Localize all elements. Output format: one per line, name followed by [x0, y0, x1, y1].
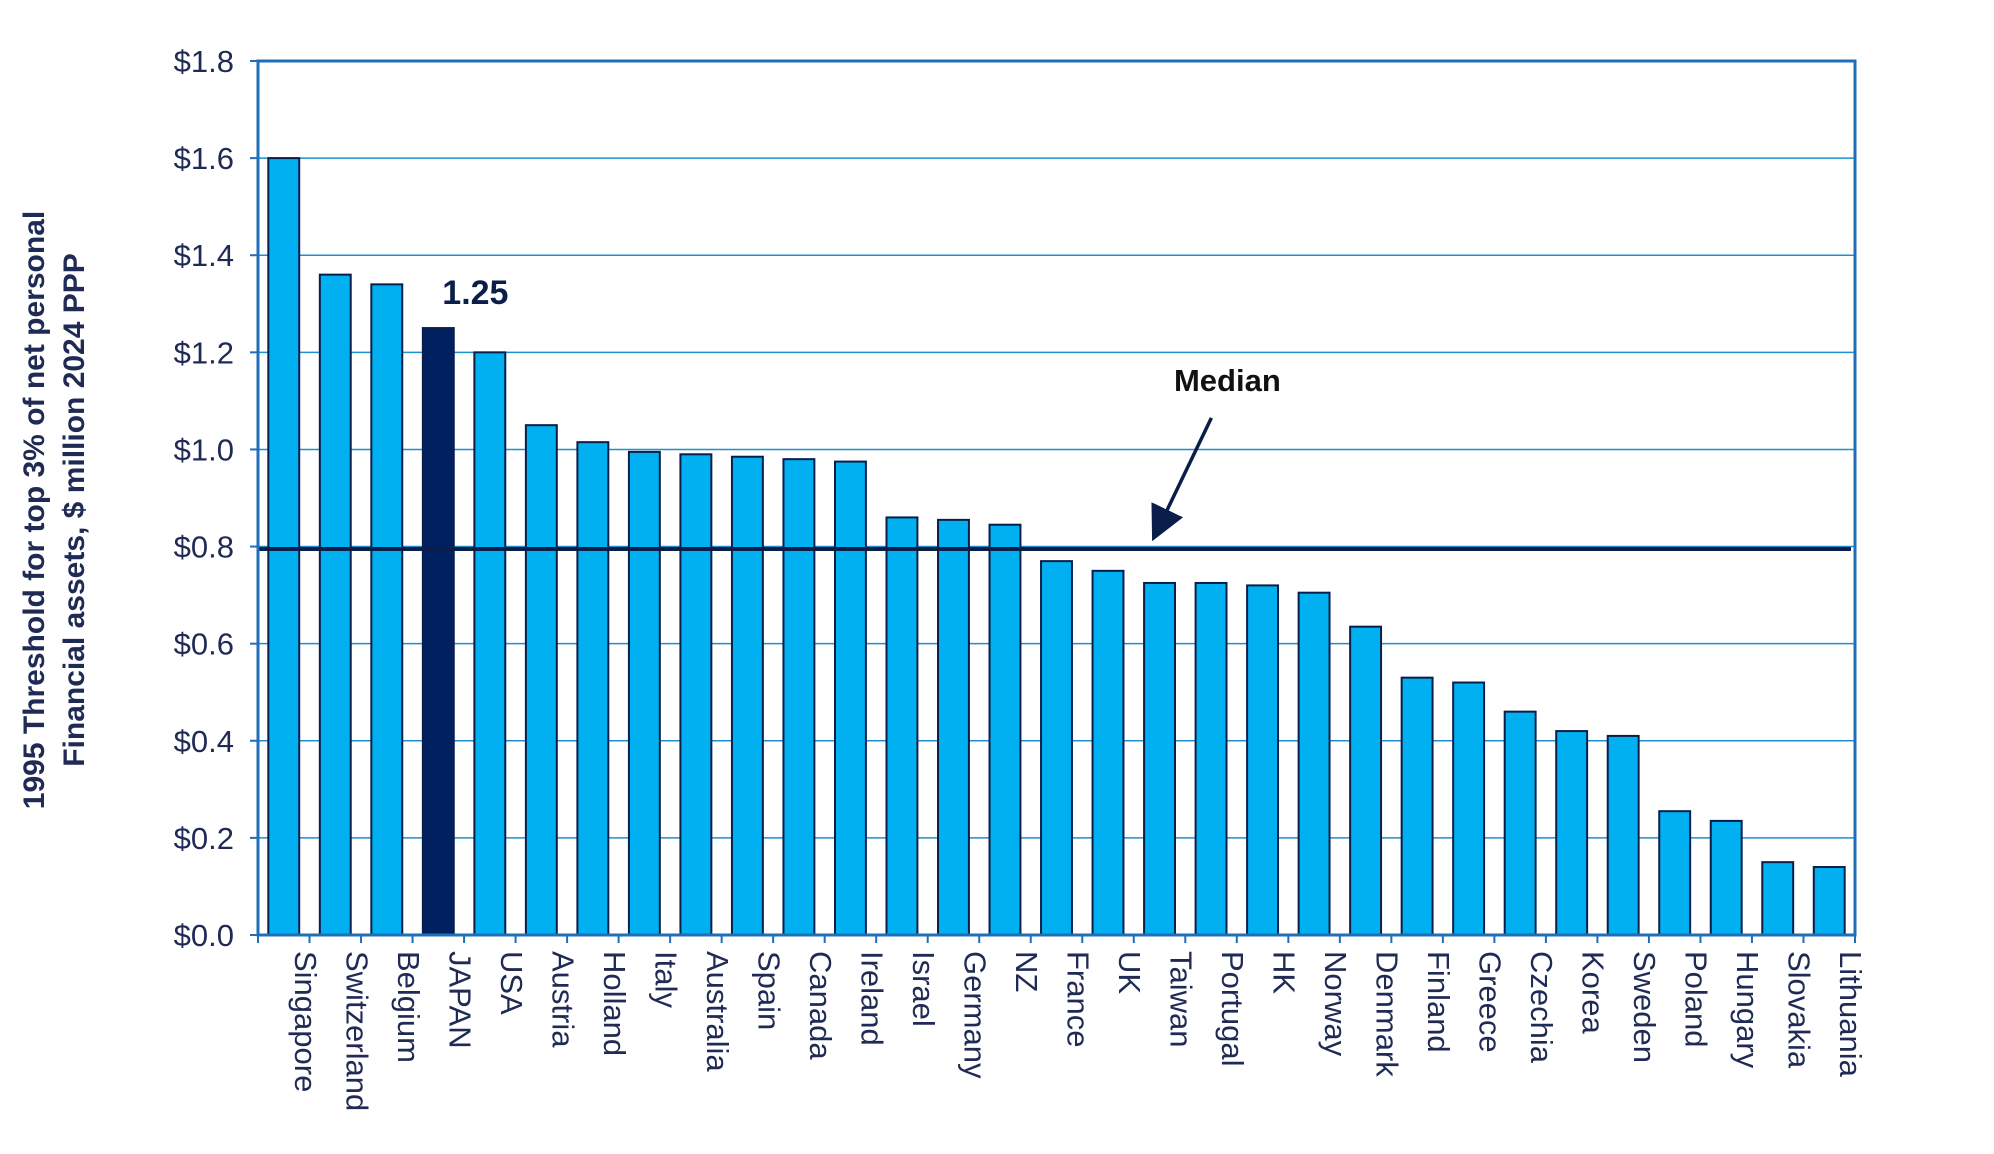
bar-canada	[782, 458, 816, 936]
bar-singapore	[267, 157, 301, 937]
y-axis-title-line1: 1995 Threshold for top 3% of net persona…	[18, 211, 51, 809]
highlight-data-label: 1.25	[442, 274, 508, 312]
bar-sweden	[1606, 734, 1640, 937]
bar-belgium	[370, 283, 404, 937]
x-tick-label: Spain	[751, 951, 786, 1030]
bar-australia	[679, 453, 713, 936]
bar-usa	[473, 351, 507, 937]
median-arrow	[1151, 417, 1213, 542]
bar-hk	[1246, 584, 1280, 937]
x-tick-label: Greece	[1473, 951, 1508, 1053]
bar-hungary	[1709, 819, 1743, 937]
x-tick-label: Austria	[545, 951, 580, 1048]
x-axis: Singapore Switzerland Belgium JAPAN USA Austr…	[257, 935, 1868, 1111]
bar-poland	[1658, 810, 1692, 937]
x-tick-label: Israel	[906, 951, 941, 1027]
bar-holland	[576, 441, 610, 936]
x-tick-label: Portugal	[1215, 951, 1250, 1066]
plot-frame	[256, 59, 1857, 937]
bar-lithuania	[1812, 866, 1846, 936]
x-tick-label: Hungary	[1730, 951, 1765, 1069]
x-tick-label: Finland	[1421, 951, 1456, 1053]
x-tick-label: UK	[1112, 951, 1147, 994]
x-tick-label: France	[1061, 951, 1096, 1047]
bar-japan	[421, 327, 455, 936]
x-tick-label: Poland	[1679, 951, 1714, 1048]
x-tick-label: Taiwan	[1164, 951, 1199, 1048]
x-tick-label: Belgium	[391, 951, 426, 1063]
x-tick-label: USA	[494, 951, 529, 1015]
bar-taiwan	[1143, 581, 1176, 936]
x-tick-label: Switzerland	[339, 951, 374, 1111]
y-axis-title-line2: Financial assets, $ million 2024 PPP	[58, 253, 91, 767]
bar-norway	[1297, 591, 1331, 937]
bar-spain	[730, 455, 764, 936]
bar-nz	[988, 523, 1022, 936]
bar-greece	[1452, 681, 1486, 936]
y-tick-label: $1.8	[174, 44, 234, 79]
bar-france	[1040, 560, 1073, 936]
x-tick-label: Norway	[1318, 951, 1353, 1057]
bar-slovakia	[1761, 861, 1795, 937]
x-tick-label: Korea	[1576, 951, 1611, 1034]
bar-germany	[937, 518, 970, 936]
x-tick-label: Germany	[957, 951, 992, 1079]
annotations: 1.25 Median	[258, 274, 1851, 551]
x-tick-label: JAPAN	[442, 951, 477, 1049]
y-tick-label: $1.2	[174, 335, 234, 370]
bar-israel	[885, 516, 919, 937]
bar-uk	[1091, 569, 1125, 936]
y-tick-label: $1.4	[174, 238, 234, 273]
y-tick-label: $1.6	[174, 141, 234, 176]
y-tick-label: $0.6	[174, 627, 234, 662]
x-tick-label: Holland	[597, 951, 632, 1056]
x-tick-label: Singapore	[288, 951, 323, 1092]
x-tick-label: Lithuania	[1833, 951, 1868, 1078]
bar-ireland	[833, 460, 867, 936]
x-tick-label: Italy	[648, 951, 683, 1008]
x-tick-label: Australia	[700, 951, 735, 1072]
bar-austria	[524, 424, 558, 936]
x-tick-label: Canada	[803, 951, 838, 1060]
x-tick-label: Czechia	[1524, 951, 1559, 1064]
x-tick-label: Sweden	[1627, 951, 1662, 1063]
y-tick-label: $0.4	[174, 724, 234, 759]
bar-czechia	[1503, 710, 1537, 937]
bar-denmark	[1349, 625, 1383, 937]
median-label: Median	[1174, 363, 1281, 398]
x-tick-label: Ireland	[854, 951, 889, 1046]
y-tick-label: $0.2	[174, 821, 234, 856]
x-tick-label: HK	[1267, 951, 1302, 994]
bar-korea	[1555, 730, 1589, 936]
bar-portugal	[1194, 581, 1228, 936]
bars	[267, 157, 1846, 937]
bar-italy	[627, 450, 661, 936]
y-tick-label: $0.0	[174, 918, 234, 953]
y-tick-label: $0.8	[174, 530, 234, 565]
x-tick-label: NZ	[1009, 951, 1044, 992]
x-tick-label: Denmark	[1370, 951, 1405, 1077]
bar-finland	[1400, 676, 1434, 937]
x-tick-label: Slovakia	[1782, 951, 1817, 1069]
y-tick-label: $1.0	[174, 432, 234, 467]
bar-switzerland	[318, 273, 352, 936]
y-axis: $0.0 $0.2 $0.4 $0.6 $0.8 $1.0 $1.2 $1.4 $1.6 $1.8	[174, 44, 258, 953]
